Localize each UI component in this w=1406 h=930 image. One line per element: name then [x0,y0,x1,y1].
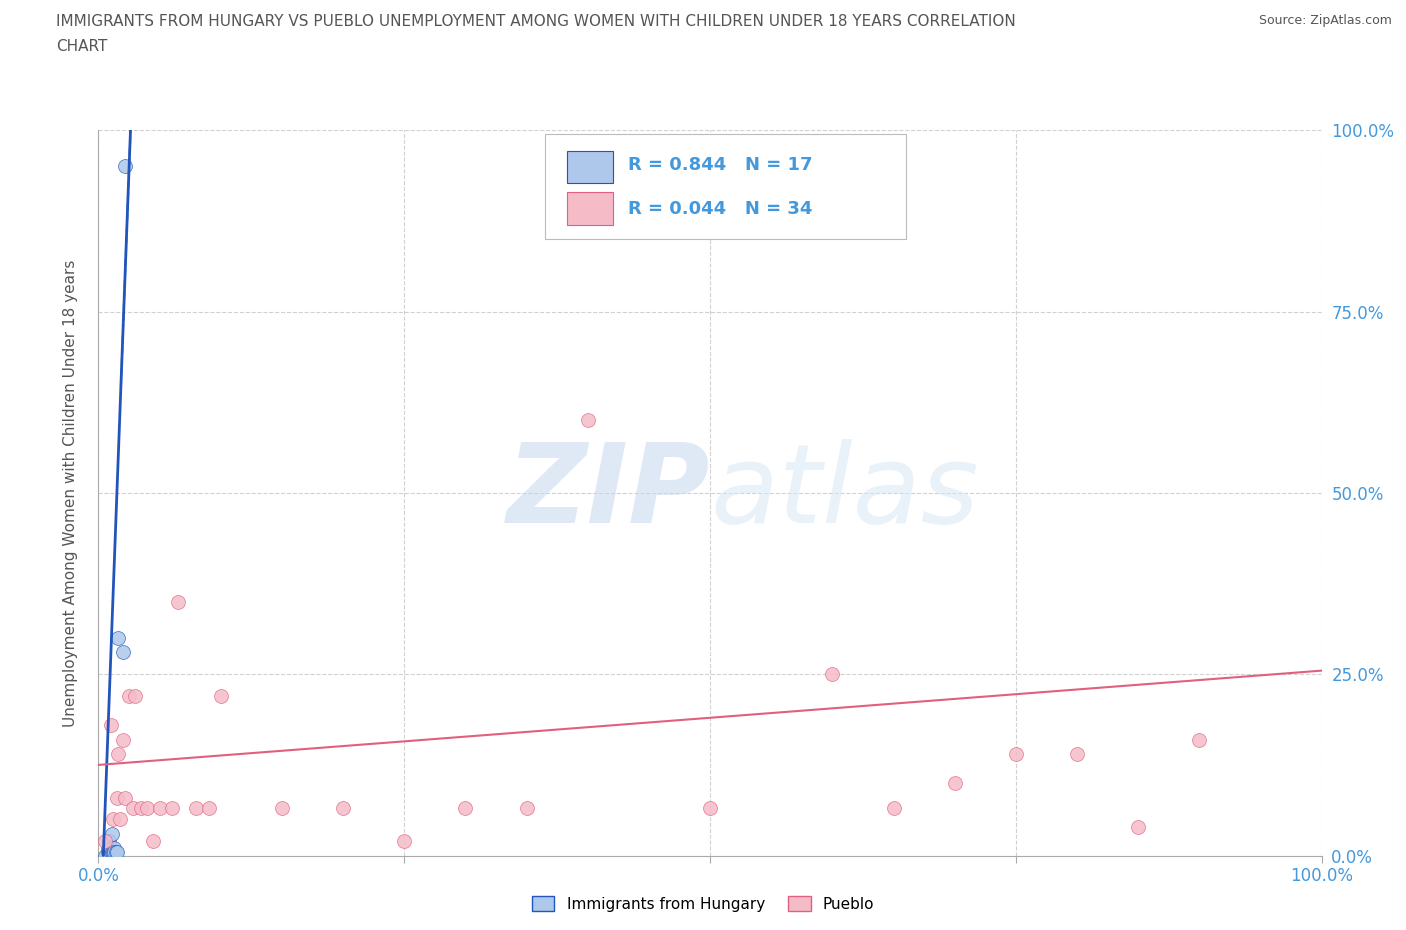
Point [136,801,159,816]
Point [699,801,721,816]
Text: ZIP: ZIP [506,439,710,547]
Text: R = 0.044   N = 34: R = 0.044 N = 34 [628,200,813,218]
Legend: Immigrants from Hungary, Pueblo: Immigrants from Hungary, Pueblo [526,889,880,918]
Point [118,688,141,703]
Point [103,844,125,859]
Point [943,776,966,790]
Point [101,812,124,827]
Point [100,844,122,859]
Text: R = 0.844   N = 17: R = 0.844 N = 17 [628,156,813,174]
Point [101,827,124,842]
Point [93,848,115,863]
Point [883,801,905,816]
Point [167,594,190,609]
Point [114,159,136,174]
Point [209,688,232,703]
Point [111,732,134,747]
Point [821,667,844,682]
Point [1188,732,1211,747]
Point [101,844,124,859]
Point [270,801,294,816]
Point [107,631,129,645]
Point [160,801,183,816]
Point [98,844,121,859]
Point [142,833,165,848]
FancyBboxPatch shape [567,151,613,183]
FancyBboxPatch shape [567,192,613,224]
Point [149,801,172,816]
Point [1066,747,1088,762]
Y-axis label: Unemployment Among Women with Children Under 18 years: Unemployment Among Women with Children U… [63,259,77,726]
Point [515,801,537,816]
Point [98,833,121,848]
Point [105,844,128,859]
Point [101,844,124,859]
Point [107,747,129,762]
Point [1004,747,1026,762]
Point [104,844,127,859]
Text: Source: ZipAtlas.com: Source: ZipAtlas.com [1258,14,1392,27]
Text: atlas: atlas [710,439,979,547]
Point [121,801,143,816]
FancyBboxPatch shape [546,134,905,239]
Point [576,413,599,428]
Point [392,833,416,848]
Point [103,841,125,856]
Point [105,790,128,805]
Text: CHART: CHART [56,39,108,54]
Point [332,801,354,816]
Point [97,841,120,856]
Point [97,844,120,859]
Point [454,801,477,816]
Text: IMMIGRANTS FROM HUNGARY VS PUEBLO UNEMPLOYMENT AMONG WOMEN WITH CHILDREN UNDER 1: IMMIGRANTS FROM HUNGARY VS PUEBLO UNEMPL… [56,14,1017,29]
Point [129,801,152,816]
Point [110,812,132,827]
Point [124,688,146,703]
Point [1128,819,1150,834]
Point [100,841,122,856]
Point [111,645,134,660]
Point [114,790,136,805]
Point [100,718,122,733]
Point [186,801,208,816]
Point [197,801,219,816]
Point [93,833,115,848]
